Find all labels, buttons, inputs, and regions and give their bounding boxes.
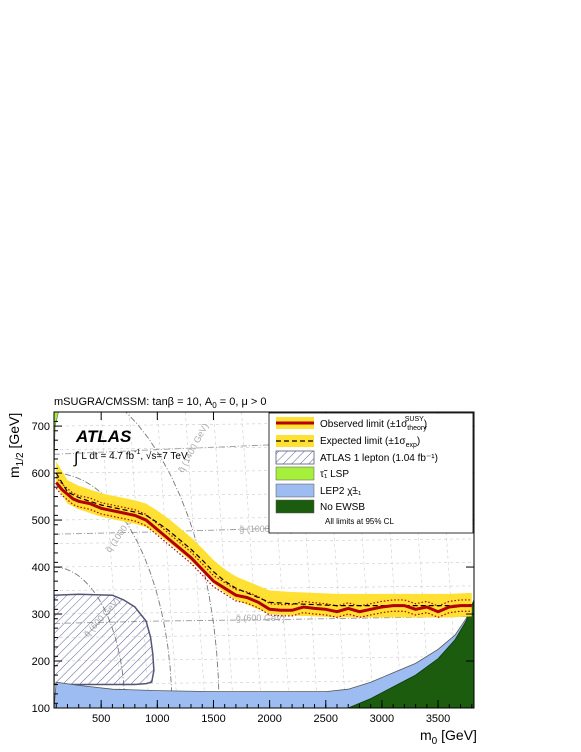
y-tick-label: 500	[32, 515, 50, 527]
legend-noewsb-swatch	[275, 499, 315, 514]
expected-limit-line	[55, 472, 472, 607]
chart-title: mSUGRA/CMSSM: tanβ = 10, A0 = 0, μ > 0	[54, 396, 266, 410]
expected-band	[56, 461, 472, 618]
grid-line-h	[54, 632, 474, 638]
x-tick-label: 1000	[145, 713, 169, 725]
observed-minus-theory	[55, 487, 472, 618]
y-tick-label: 600	[32, 468, 50, 480]
legend-stau-swatch	[275, 466, 315, 481]
contour-label-g600: g̃ (600 GeV)	[236, 613, 285, 623]
x-tick-label: 2500	[314, 713, 338, 725]
legend-noewsb-label: No EWSB	[320, 502, 365, 513]
observed-limit-line	[55, 481, 472, 614]
grid-line-v	[241, 412, 262, 708]
grid-line-v	[185, 412, 206, 708]
grid-line-v	[157, 412, 178, 708]
legend: Observed limit (±1σtheorySUSY) Expected …	[268, 412, 474, 534]
legend-stau-label: τ̃₁ LSP	[320, 469, 349, 480]
x-axis-title: m0 [GeV]	[420, 727, 477, 747]
grid-line-v	[213, 412, 234, 708]
legend-expected-label: Expected limit (±1σexp)	[320, 436, 420, 449]
legend-lep2-label: LEP2 χ̃±₁	[320, 486, 362, 497]
legend-lep2-swatch	[275, 483, 315, 498]
plot-area: g̃ (1400 GeV)g̃ (1000 GeV)g̃ (600 GeV)q̃…	[54, 412, 474, 708]
legend-atlas1l-label: ATLAS 1 lepton (1.04 fb⁻¹)	[320, 453, 438, 464]
x-tick-label: 3500	[426, 713, 450, 725]
y-axis-title: m1/2 [GeV]	[6, 413, 26, 478]
observed-plus-theory	[55, 476, 472, 607]
x-tick-label: 2000	[257, 713, 281, 725]
contour-label-g1000: g̃ (1000 GeV)	[239, 524, 293, 534]
lumi-label: ∫ L dt = 4.7 fb-1, √s=7 TeV	[73, 449, 188, 467]
legend-observed-label: Observed limit (±1σtheorySUSY)	[320, 416, 427, 432]
gluino-contour-1	[54, 523, 474, 535]
y-tick-label: 400	[32, 562, 50, 574]
plot-frame	[53, 411, 475, 709]
grid-line-h	[54, 538, 474, 544]
x-tick-label: 500	[92, 713, 110, 725]
y-tick-label: 100	[32, 703, 50, 715]
grid-line-h	[54, 585, 474, 591]
axes: 500 1000 1500 2000 2500 3000 3500 100 200 300 400 5…	[32, 412, 474, 725]
x-tick-label: 1500	[201, 713, 225, 725]
squark-contour-0	[125, 412, 220, 708]
atlas-label: ATLAS	[75, 427, 132, 446]
squark-contour-1	[54, 472, 173, 708]
gluino-contour-0	[54, 438, 474, 455]
y-tick-label: 700	[32, 421, 50, 433]
grid-line-h	[54, 656, 474, 662]
atlas-1lepton-region	[54, 593, 155, 686]
x-tick-label: 3000	[370, 713, 394, 725]
legend-atlas1l-swatch	[275, 450, 315, 465]
grid-line-h	[54, 562, 474, 568]
no-ewsb-region	[348, 599, 474, 708]
y-tick-label: 300	[32, 609, 50, 621]
legend-note: All limits at 95% CL	[325, 517, 394, 526]
y-tick-label: 200	[32, 656, 50, 668]
